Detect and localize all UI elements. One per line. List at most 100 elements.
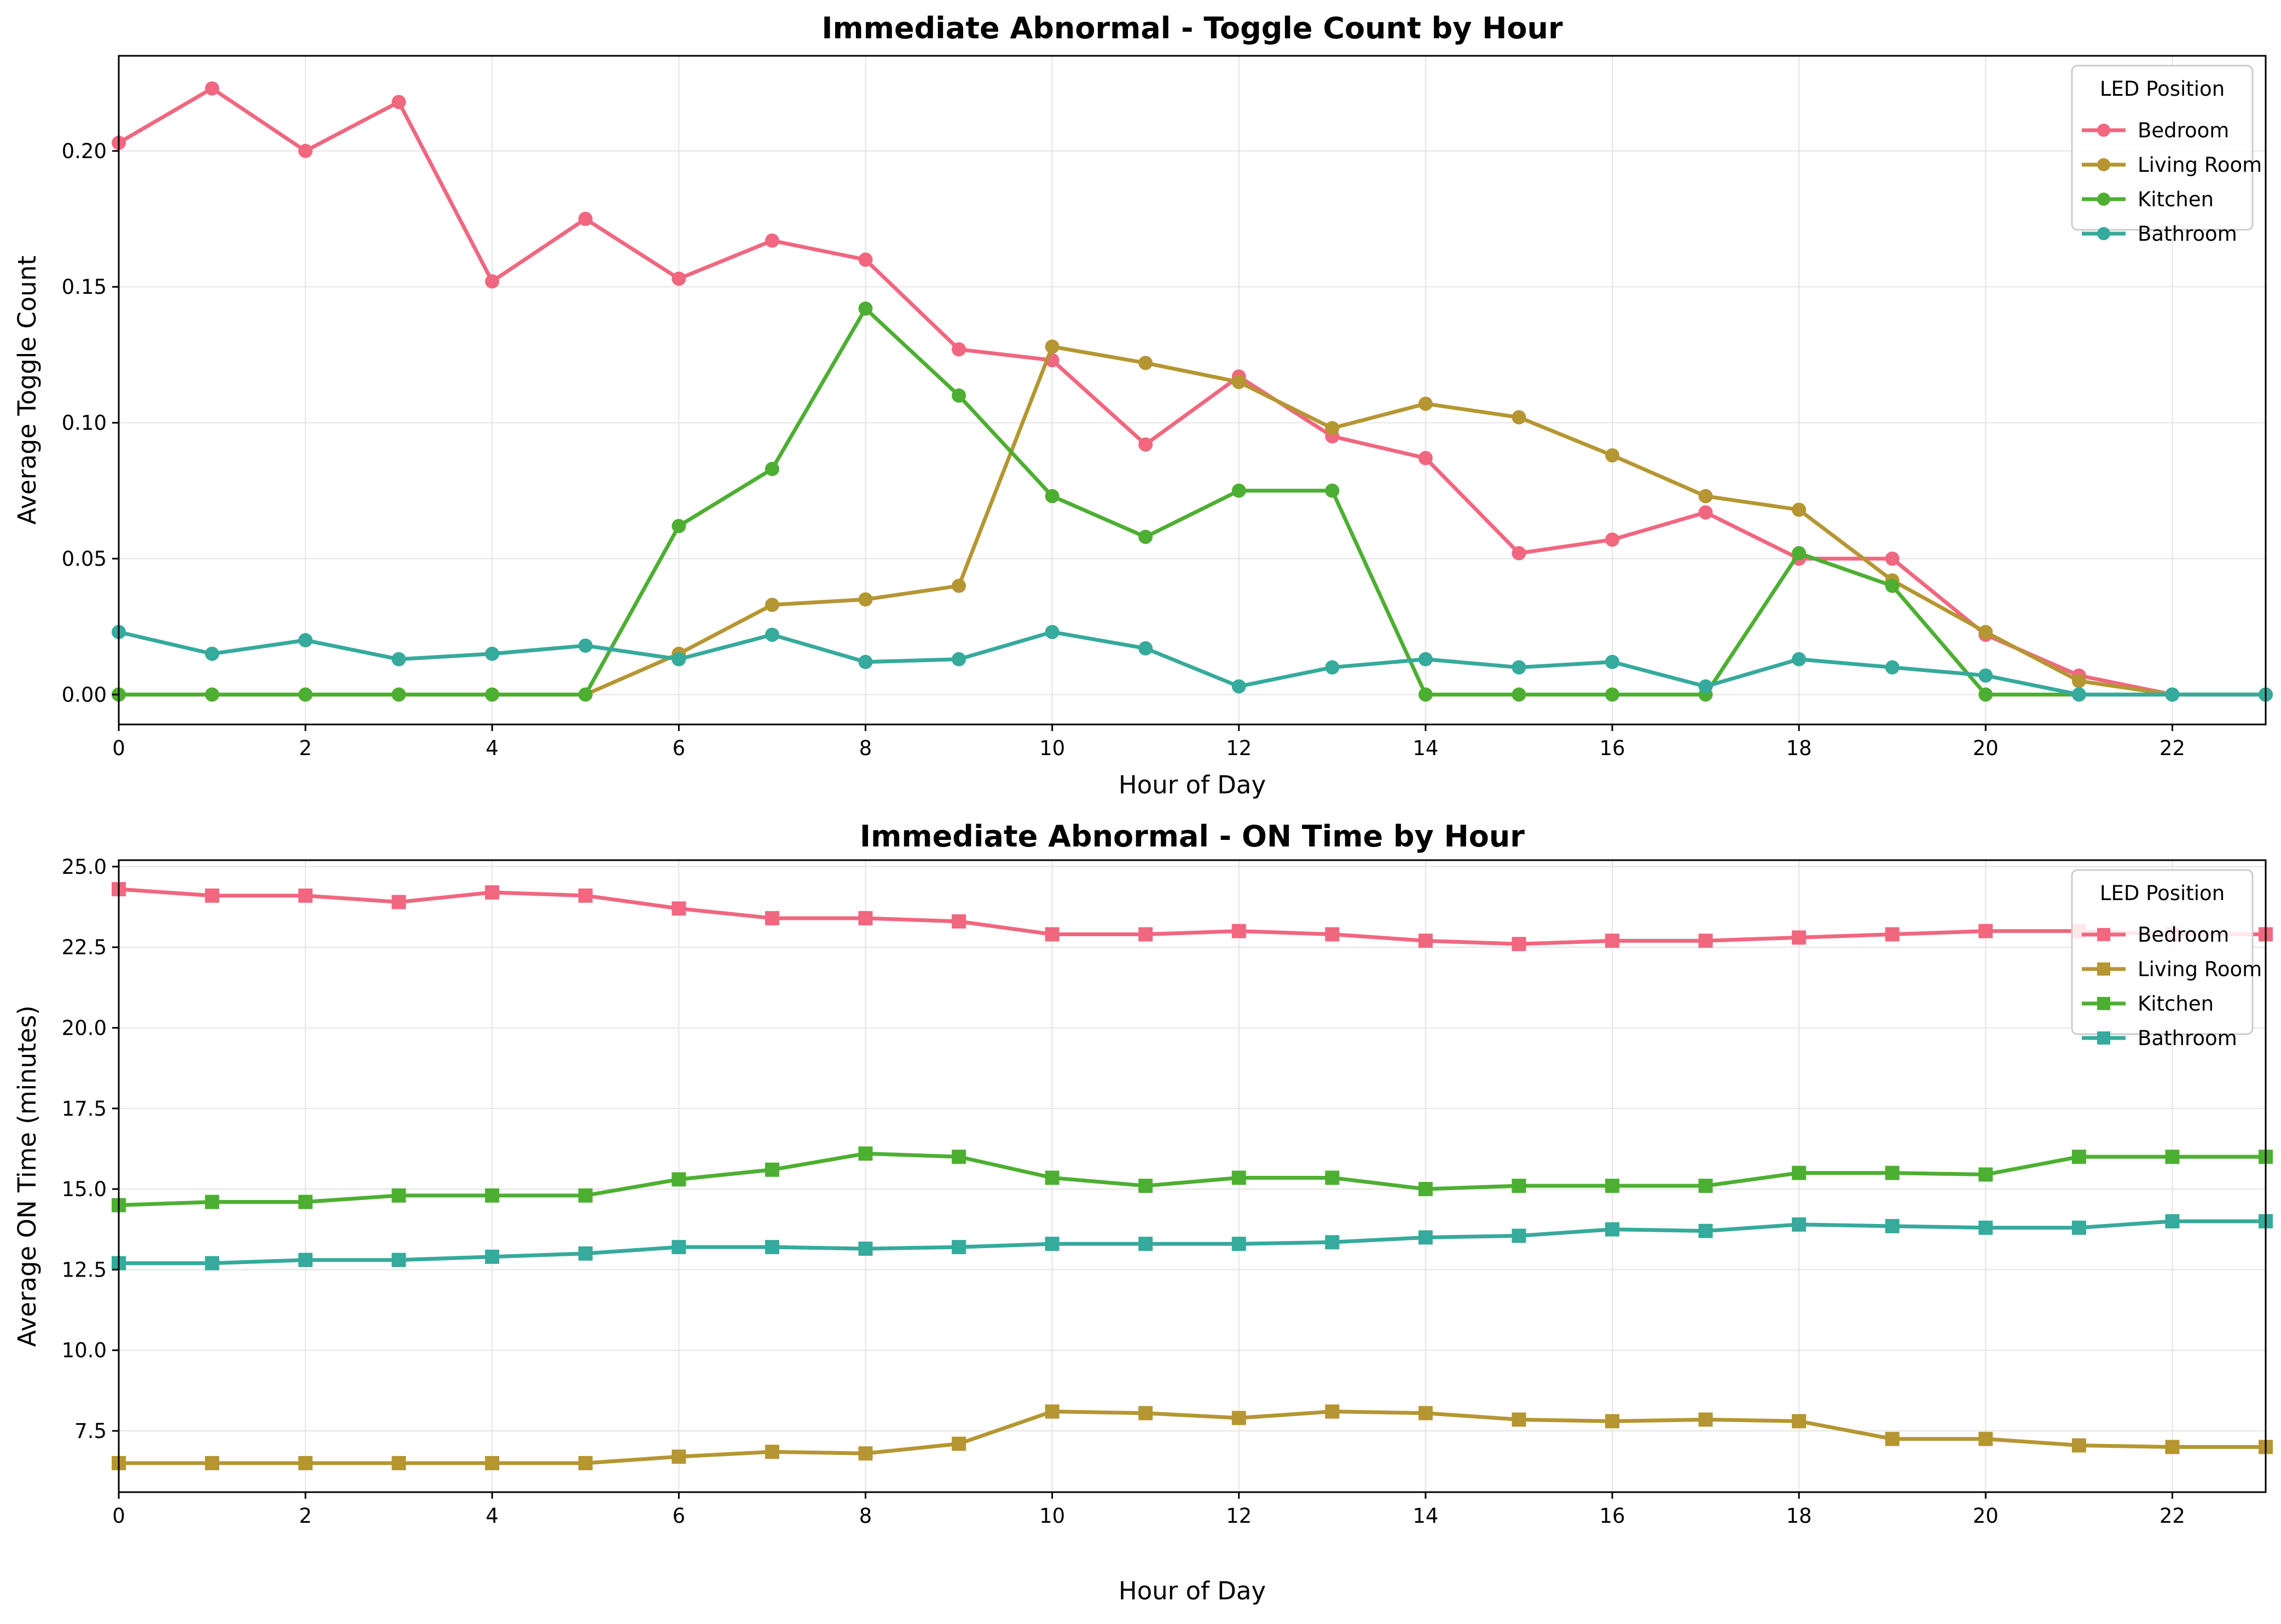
- data-point-living-room: [1045, 339, 1060, 354]
- data-point-living-room: [485, 1455, 500, 1470]
- legend-swatch-marker: [2097, 928, 2110, 941]
- legend-swatch-marker: [2097, 997, 2110, 1010]
- data-point-kitchen: [1885, 578, 1900, 593]
- plot-area: [119, 860, 2266, 1492]
- data-point-bedroom: [1698, 505, 1713, 520]
- data-point-kitchen: [1231, 1170, 1246, 1185]
- x-tick-label: 20: [1973, 736, 1999, 760]
- data-point-living-room: [1138, 356, 1153, 370]
- data-point-bathroom: [1885, 1219, 1900, 1233]
- data-point-bathroom: [298, 1252, 313, 1267]
- chart-title: Immediate Abnormal - ON Time by Hour: [860, 819, 1525, 854]
- x-tick-label: 10: [1039, 1504, 1065, 1528]
- data-point-living-room: [391, 1455, 406, 1470]
- legend-item-bedroom: Bedroom: [2082, 923, 2229, 947]
- series-bathroom: [112, 625, 2273, 702]
- legend-swatch-marker: [2097, 124, 2110, 137]
- data-point-kitchen: [1418, 1182, 1433, 1197]
- chart-title: Immediate Abnormal - Toggle Count by Hou…: [821, 11, 1563, 45]
- data-point-bathroom: [952, 652, 966, 666]
- data-point-bedroom: [1138, 927, 1153, 942]
- data-point-bathroom: [298, 633, 313, 648]
- x-tick-label: 10: [1039, 736, 1065, 760]
- data-point-kitchen: [1792, 546, 1807, 561]
- x-tick-label: 18: [1786, 1504, 1812, 1528]
- data-point-living-room: [578, 1455, 593, 1470]
- data-point-bedroom: [578, 888, 593, 903]
- data-point-bedroom: [1325, 927, 1340, 942]
- legend-swatch-marker: [2097, 962, 2110, 976]
- y-tick-label: 0.10: [62, 411, 107, 435]
- data-point-bedroom: [952, 342, 966, 357]
- x-tick-label: 4: [485, 1504, 499, 1528]
- legend-item-bathroom: Bathroom: [2082, 222, 2237, 246]
- data-point-bathroom: [1045, 1237, 1060, 1251]
- data-point-kitchen: [1512, 1179, 1526, 1193]
- data-point-bathroom: [1231, 1237, 1246, 1251]
- data-point-living-room: [1885, 1431, 1900, 1446]
- legend-label: Living Room: [2138, 153, 2262, 177]
- legend-swatch-marker: [2097, 1031, 2110, 1045]
- data-point-bathroom: [2165, 687, 2180, 702]
- legend-item-kitchen: Kitchen: [2082, 188, 2214, 211]
- series-line-bedroom: [117, 86, 2268, 697]
- data-point-living-room: [1792, 502, 1807, 517]
- data-point-living-room: [1231, 375, 1246, 390]
- legend: LED Position Bedroom Living Room Kitchen Bat…: [2071, 869, 2262, 1050]
- data-point-living-room: [1605, 448, 1620, 463]
- y-tick-label: 20.0: [62, 1016, 107, 1040]
- data-point-bedroom: [1792, 930, 1807, 945]
- data-point-kitchen: [1138, 530, 1153, 544]
- data-point-bedroom: [858, 252, 873, 267]
- data-point-bedroom: [1231, 924, 1246, 938]
- data-point-living-room: [765, 598, 779, 612]
- data-point-living-room: [1418, 396, 1433, 411]
- data-point-living-room: [1792, 1414, 1807, 1429]
- y-axis-label: Average ON Time (minutes): [13, 1005, 42, 1347]
- data-point-bedroom: [1605, 532, 1620, 547]
- data-point-kitchen: [485, 687, 500, 702]
- axes-frame: [118, 859, 2267, 1493]
- series-kitchen: [112, 1146, 2273, 1213]
- data-point-bedroom: [1418, 933, 1433, 948]
- data-point-living-room: [1418, 1406, 1433, 1420]
- data-point-living-room: [671, 1449, 686, 1464]
- data-point-bedroom: [485, 885, 500, 900]
- data-point-kitchen: [298, 687, 313, 702]
- data-point-living-room: [952, 1436, 966, 1451]
- data-point-living-room: [1698, 489, 1713, 503]
- grid: [118, 860, 2266, 1492]
- data-point-living-room: [1512, 410, 1526, 425]
- data-point-kitchen: [391, 1188, 406, 1203]
- data-point-kitchen: [858, 301, 873, 316]
- data-point-bathroom: [391, 1252, 406, 1267]
- legend-item-kitchen: Kitchen: [2082, 992, 2214, 1016]
- data-point-bedroom: [205, 888, 219, 903]
- data-point-bedroom: [1885, 551, 1900, 566]
- y-tick-label: 25.0: [62, 855, 107, 879]
- x-tick-label: 14: [1412, 1504, 1438, 1528]
- data-point-bathroom: [858, 1242, 873, 1256]
- data-point-kitchen: [1792, 1165, 1807, 1180]
- legend-box: [2071, 65, 2254, 231]
- data-point-kitchen: [1605, 1179, 1620, 1193]
- data-point-bedroom: [391, 95, 406, 109]
- data-point-bedroom: [765, 911, 779, 926]
- data-point-bedroom: [952, 914, 966, 929]
- legend-label: Bedroom: [2138, 119, 2229, 142]
- x-tick-label: 20: [1973, 1504, 1999, 1528]
- data-point-kitchen: [1325, 483, 1340, 498]
- data-point-bathroom: [485, 646, 500, 661]
- data-point-kitchen: [1231, 483, 1246, 498]
- data-point-living-room: [1512, 1412, 1526, 1427]
- data-point-bedroom: [1418, 451, 1433, 466]
- data-point-bathroom: [765, 1240, 779, 1255]
- data-point-bedroom: [671, 271, 686, 286]
- data-point-bathroom: [1325, 1235, 1340, 1250]
- data-point-bathroom: [1418, 652, 1433, 666]
- data-point-bathroom: [1512, 660, 1526, 675]
- legend-label: Bathroom: [2138, 222, 2237, 246]
- series-line-bathroom: [117, 1219, 2268, 1266]
- data-point-kitchen: [1605, 687, 1620, 702]
- on-time-chart: 0 2 4 6 8 10 12 14 16 18 20 22 7.5 10.0 12.5 15.0 17.5 20…: [13, 819, 2273, 1605]
